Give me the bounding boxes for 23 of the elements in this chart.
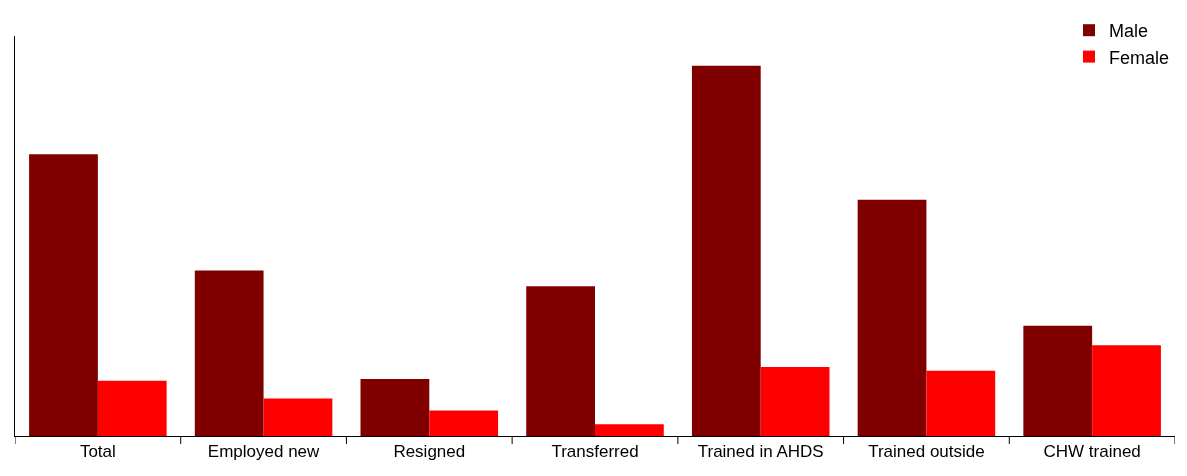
x-tick-label: Total bbox=[79, 442, 116, 462]
x-tick-label: Trained in AHDS bbox=[697, 442, 824, 462]
x-tick-label: Employed new bbox=[207, 442, 321, 462]
bar bbox=[29, 154, 98, 436]
bar bbox=[926, 370, 996, 436]
legend-label: Male bbox=[1109, 21, 1149, 42]
bar bbox=[691, 65, 761, 436]
x-tick-label: Trained outside bbox=[868, 442, 985, 462]
bar bbox=[360, 378, 430, 436]
bar bbox=[526, 286, 595, 436]
bar bbox=[1092, 345, 1161, 436]
bar bbox=[760, 367, 830, 436]
bar bbox=[857, 199, 927, 436]
bar bbox=[1023, 325, 1093, 436]
legend-label: Female bbox=[1109, 47, 1170, 68]
x-tick-label: Transferred bbox=[551, 442, 639, 462]
bar bbox=[194, 270, 264, 436]
bar bbox=[429, 410, 499, 436]
x-tick-label: Resigned bbox=[393, 442, 466, 462]
bar bbox=[263, 398, 333, 436]
x-tick-label: CHW trained bbox=[1043, 442, 1141, 462]
bar bbox=[97, 380, 167, 436]
bar bbox=[595, 424, 664, 436]
